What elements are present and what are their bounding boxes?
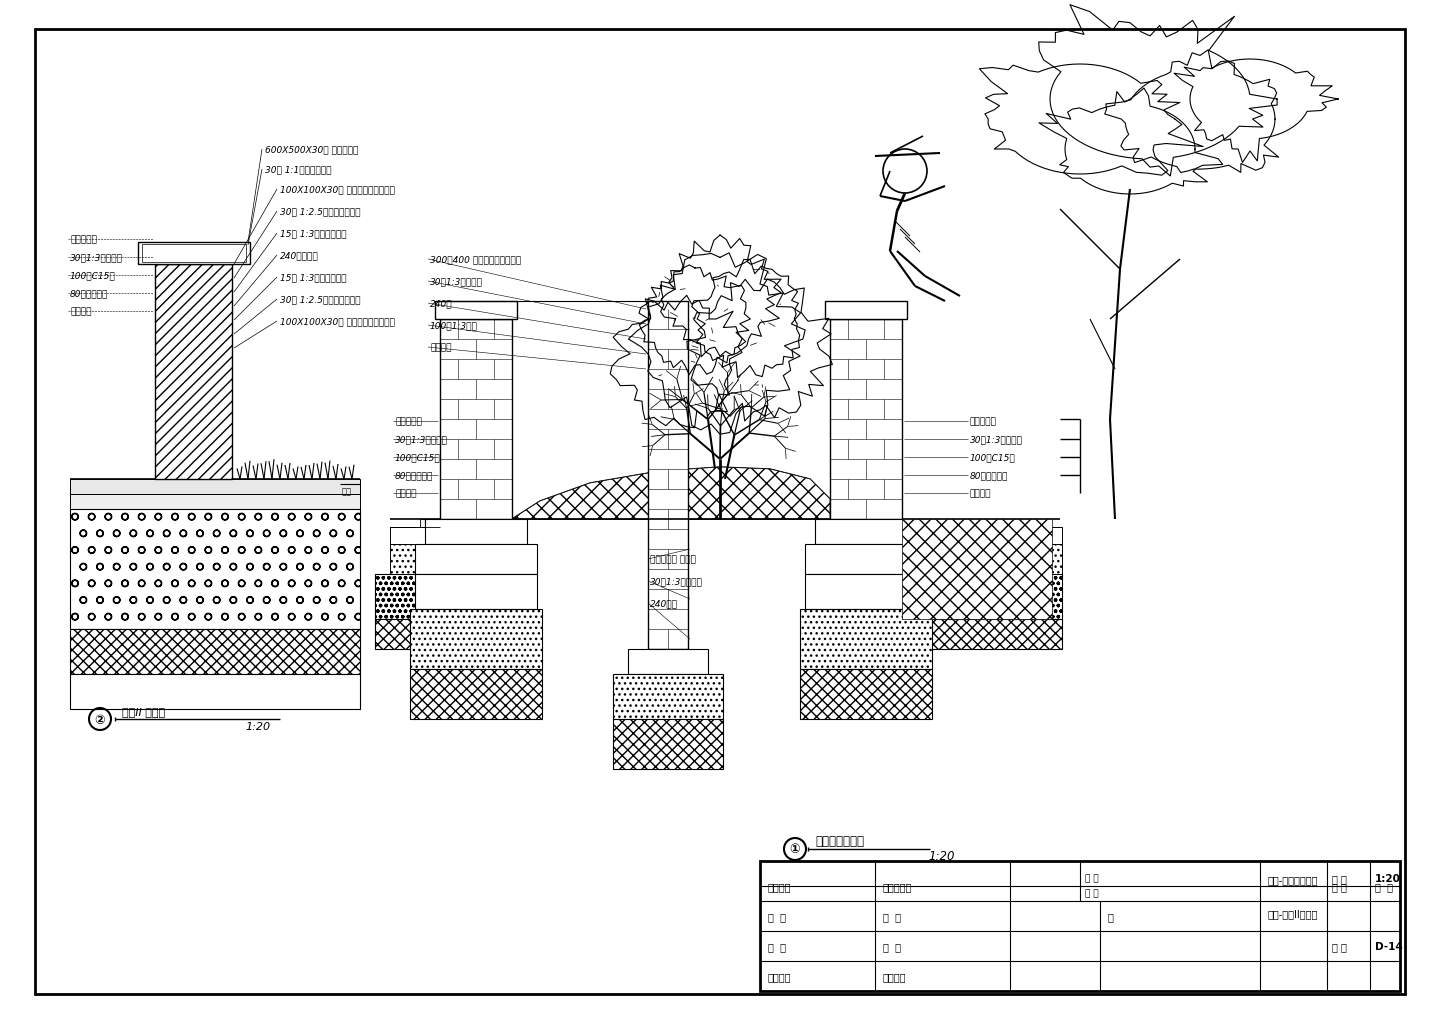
Text: 素土夯实: 素土夯实	[71, 307, 92, 316]
Bar	[881, 620, 1061, 649]
Bar	[410, 669, 541, 719]
Text: 比 例: 比 例	[1332, 873, 1346, 883]
Text: 15厚 1:3水泥砂浆找平: 15厚 1:3水泥砂浆找平	[279, 229, 347, 238]
Polygon shape	[513, 468, 829, 520]
Bar	[881, 528, 1061, 544]
Bar	[760, 861, 1400, 991]
Text: 复  对: 复 对	[768, 942, 786, 951]
Text: 树池坐凳剖面图: 树池坐凳剖面图	[815, 835, 864, 848]
Bar	[805, 544, 927, 575]
Text: 广场-树池坐凳详图: 广场-树池坐凳详图	[1269, 874, 1319, 884]
Bar	[829, 320, 901, 520]
Text: 外露蘑木石 粗涂漆: 外露蘑木石 粗涂漆	[649, 555, 696, 564]
Text: 80素砼石垫层: 80素砼石垫层	[971, 471, 1008, 480]
Text: 30厚 1:1水泥砂浆找平: 30厚 1:1水泥砂浆找平	[265, 165, 331, 174]
Text: 素土夯实: 素土夯实	[431, 343, 452, 353]
Text: 30厚1:3水泥砂浆: 30厚1:3水泥砂浆	[431, 277, 482, 286]
Text: 100厚1:3夯土: 100厚1:3夯土	[431, 321, 478, 330]
Bar	[415, 575, 537, 609]
Bar	[71, 630, 360, 675]
Bar	[390, 528, 459, 544]
Bar	[881, 520, 1032, 528]
Text: D-14: D-14	[1375, 942, 1403, 951]
Text: 坐凳II 剖面图: 坐凳II 剖面图	[122, 706, 166, 716]
Text: 1:20: 1:20	[1375, 873, 1401, 883]
Bar	[628, 649, 708, 675]
Bar	[881, 575, 1061, 620]
Bar	[815, 520, 917, 544]
Bar	[71, 675, 360, 709]
Text: 审  定: 审 定	[883, 942, 901, 951]
Text: 30厚1:3水泥砂浆: 30厚1:3水泥砂浆	[71, 254, 122, 262]
Bar	[881, 544, 1061, 575]
Text: 100厚C15砼: 100厚C15砼	[395, 453, 441, 462]
Bar	[410, 609, 541, 669]
Text: 240厚粘砖体: 240厚粘砖体	[279, 252, 318, 260]
Text: 100X100X30厚 土黄色机面岩板铺面: 100X100X30厚 土黄色机面岩板铺面	[279, 185, 395, 195]
Text: 素土夯实: 素土夯实	[971, 489, 992, 498]
Bar	[648, 302, 688, 649]
Bar	[374, 575, 465, 620]
Bar	[901, 520, 1053, 620]
Text: 广场砖面层: 广场砖面层	[971, 417, 996, 426]
Text: 15厚 1:3水泥砂浆找平: 15厚 1:3水泥砂浆找平	[279, 273, 347, 282]
Bar	[374, 620, 465, 649]
Bar	[71, 510, 360, 630]
Bar	[71, 480, 360, 494]
Text: 1:20: 1:20	[245, 721, 271, 732]
Text: 100X100X30厚 土黄色机面岩板铺面: 100X100X30厚 土黄色机面岩板铺面	[279, 317, 395, 326]
Text: 图 别: 图 别	[1332, 881, 1346, 892]
Bar	[71, 494, 360, 510]
Text: 图 号: 图 号	[1332, 942, 1346, 951]
Text: 广场-坐凳II剖面图: 广场-坐凳II剖面图	[1269, 908, 1319, 918]
Text: 校对总负责: 校对总负责	[883, 881, 913, 892]
Text: 80素砼石垫层: 80素砼石垫层	[71, 289, 108, 299]
Text: 100厚C15砼: 100厚C15砼	[971, 453, 1015, 462]
Text: 30厚 1:2.5水泥砂浆粘合层: 30厚 1:2.5水泥砂浆粘合层	[279, 296, 360, 305]
Text: 1:20: 1:20	[927, 850, 955, 863]
Text: 30厚 1:2.5水泥砂浆粘合层: 30厚 1:2.5水泥砂浆粘合层	[279, 207, 360, 216]
Text: 30厚1:3水泥砂浆: 30厚1:3水泥砂浆	[971, 435, 1022, 444]
Text: 100厚C15砼: 100厚C15砼	[71, 271, 115, 280]
Text: 广场砖面层: 广场砖面层	[395, 417, 422, 426]
Bar	[441, 320, 513, 520]
Text: ①: ①	[789, 843, 801, 856]
Bar	[801, 669, 932, 719]
Bar	[156, 265, 232, 480]
Polygon shape	[513, 468, 829, 520]
Text: 页: 页	[1107, 911, 1115, 921]
Bar	[435, 302, 517, 320]
Text: 240砖砌: 240砖砌	[649, 599, 678, 608]
Text: ②: ②	[95, 713, 105, 726]
Text: 300厂400 土黄色机面岩板铺面: 300厂400 土黄色机面岩板铺面	[431, 255, 521, 264]
Text: 600X500X30厚 光面黑金星: 600X500X30厚 光面黑金星	[265, 146, 359, 154]
Text: 草坪: 草坪	[343, 487, 351, 496]
Text: 电脑制图: 电脑制图	[768, 881, 792, 892]
Bar	[805, 575, 927, 609]
Text: 设  计: 设 计	[768, 911, 786, 921]
Bar	[613, 719, 723, 769]
Bar	[390, 544, 459, 575]
Text: 名 称: 名 称	[1084, 889, 1099, 898]
Text: 出图日期: 出图日期	[883, 971, 907, 981]
Bar	[143, 245, 246, 263]
Bar	[415, 544, 537, 575]
Bar	[613, 675, 723, 719]
Text: 审  技: 审 技	[883, 911, 901, 921]
Text: 30厚1:3水泥砂浆: 30厚1:3水泥砂浆	[649, 577, 703, 586]
Text: 景  道: 景 道	[1375, 881, 1392, 892]
Bar	[825, 302, 907, 320]
Bar	[420, 520, 459, 528]
Text: 30厚1:3水泥砂浆: 30厚1:3水泥砂浆	[395, 435, 448, 444]
Bar	[138, 243, 251, 265]
Bar	[801, 609, 932, 669]
Bar	[425, 520, 527, 544]
Text: 240砖: 240砖	[431, 300, 452, 308]
Text: 工 程: 工 程	[1084, 873, 1099, 882]
Text: 素土夯实: 素土夯实	[395, 489, 416, 498]
Text: 工种负责: 工种负责	[768, 971, 792, 981]
Text: 花岗岩顶层: 花岗岩顶层	[71, 235, 96, 245]
Text: 80素砼石垫层: 80素砼石垫层	[395, 471, 433, 480]
